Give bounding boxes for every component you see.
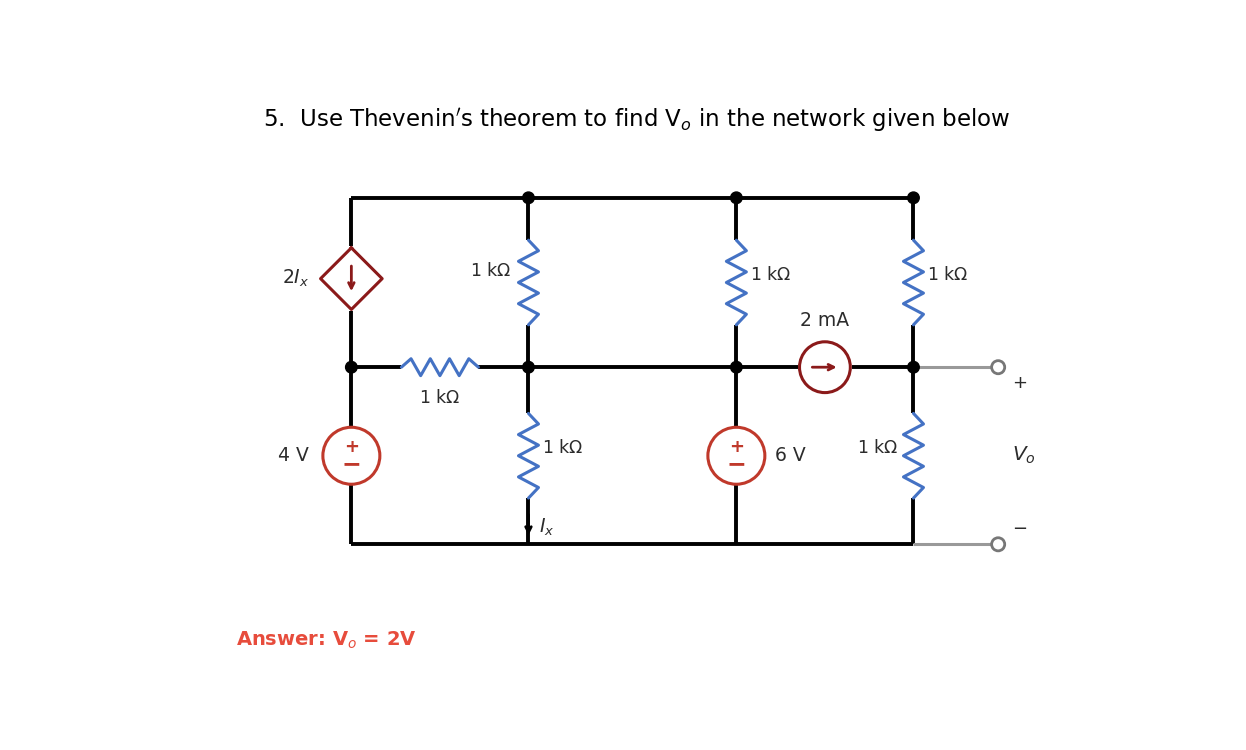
- Text: 1 k$\Omega$: 1 k$\Omega$: [542, 439, 583, 457]
- Circle shape: [730, 192, 743, 203]
- Text: −: −: [341, 452, 361, 476]
- Circle shape: [522, 362, 535, 373]
- Text: 1 k$\Omega$: 1 k$\Omega$: [470, 262, 512, 280]
- Text: 4 V: 4 V: [278, 446, 309, 465]
- Text: 2 mA: 2 mA: [800, 311, 850, 330]
- Text: +: +: [1012, 374, 1027, 392]
- Text: 5.  Use Thevenin$'$s theorem to find V$_o$ in the network given below: 5. Use Thevenin$'$s theorem to find V$_o…: [263, 106, 1011, 135]
- Circle shape: [907, 192, 920, 203]
- Text: 6 V: 6 V: [775, 446, 806, 465]
- Text: $-$: $-$: [1012, 518, 1027, 536]
- Text: Answer: V$_o$ = 2V: Answer: V$_o$ = 2V: [235, 630, 416, 651]
- Circle shape: [345, 362, 358, 373]
- Text: 1 k$\Omega$: 1 k$\Omega$: [420, 388, 461, 406]
- Circle shape: [992, 538, 1004, 550]
- Text: 1 k$\Omega$: 1 k$\Omega$: [750, 266, 791, 284]
- Circle shape: [522, 192, 535, 203]
- Circle shape: [730, 362, 743, 373]
- Text: +: +: [729, 437, 744, 455]
- Text: $I_x$: $I_x$: [540, 517, 554, 538]
- Circle shape: [992, 361, 1004, 374]
- Text: $2I_x$: $2I_x$: [282, 268, 309, 290]
- Text: 1 k$\Omega$: 1 k$\Omega$: [927, 266, 968, 284]
- Text: +: +: [344, 437, 359, 455]
- Circle shape: [907, 362, 920, 373]
- Text: 1 k$\Omega$: 1 k$\Omega$: [857, 439, 898, 457]
- Text: −: −: [726, 452, 746, 476]
- Text: $V_o$: $V_o$: [1012, 445, 1035, 466]
